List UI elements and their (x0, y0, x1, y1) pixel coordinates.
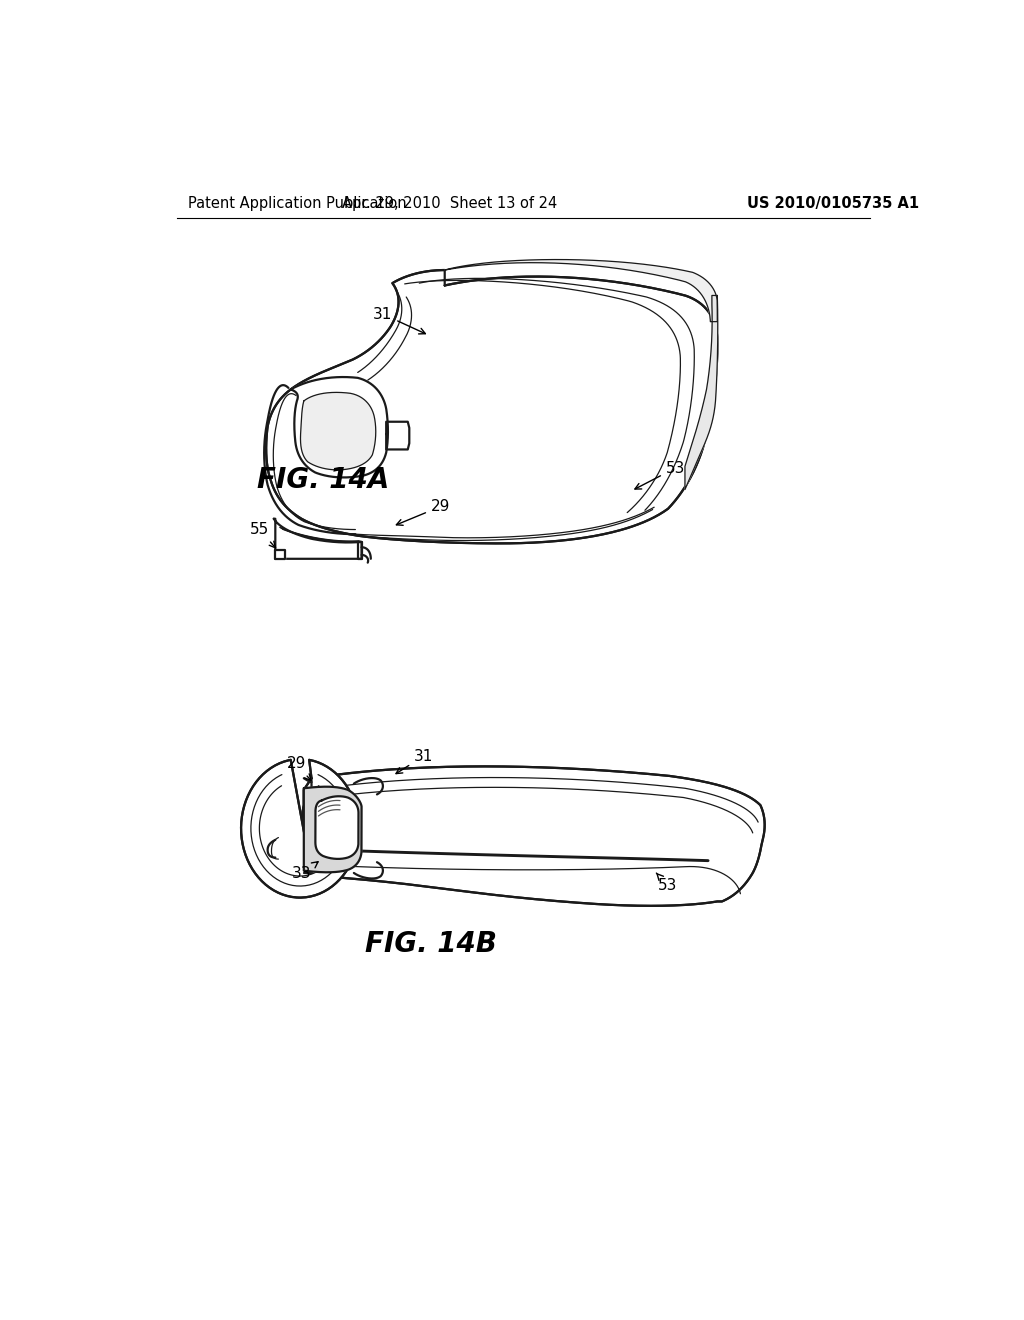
Polygon shape (685, 296, 718, 490)
Polygon shape (273, 519, 361, 558)
Polygon shape (275, 549, 285, 558)
Polygon shape (315, 796, 358, 859)
Text: 29: 29 (396, 499, 451, 525)
Text: 29: 29 (287, 756, 311, 780)
Text: 31: 31 (396, 748, 433, 774)
Text: Patent Application Publication: Patent Application Publication (188, 195, 407, 211)
Polygon shape (266, 271, 718, 544)
Text: US 2010/0105735 A1: US 2010/0105735 A1 (746, 195, 919, 211)
Text: Apr. 29, 2010  Sheet 13 of 24: Apr. 29, 2010 Sheet 13 of 24 (342, 195, 558, 211)
Polygon shape (291, 378, 388, 478)
Text: 53: 53 (656, 873, 678, 892)
Polygon shape (386, 422, 410, 449)
Polygon shape (302, 767, 765, 906)
Text: 33: 33 (292, 862, 318, 882)
Text: FIG. 14B: FIG. 14B (365, 929, 497, 957)
Text: FIG. 14A: FIG. 14A (257, 466, 389, 494)
Text: 55: 55 (250, 523, 275, 548)
Text: 31: 31 (373, 306, 425, 334)
Polygon shape (304, 787, 361, 873)
Polygon shape (241, 760, 358, 898)
Text: 53: 53 (635, 461, 685, 488)
Polygon shape (444, 260, 717, 322)
Polygon shape (300, 392, 376, 470)
